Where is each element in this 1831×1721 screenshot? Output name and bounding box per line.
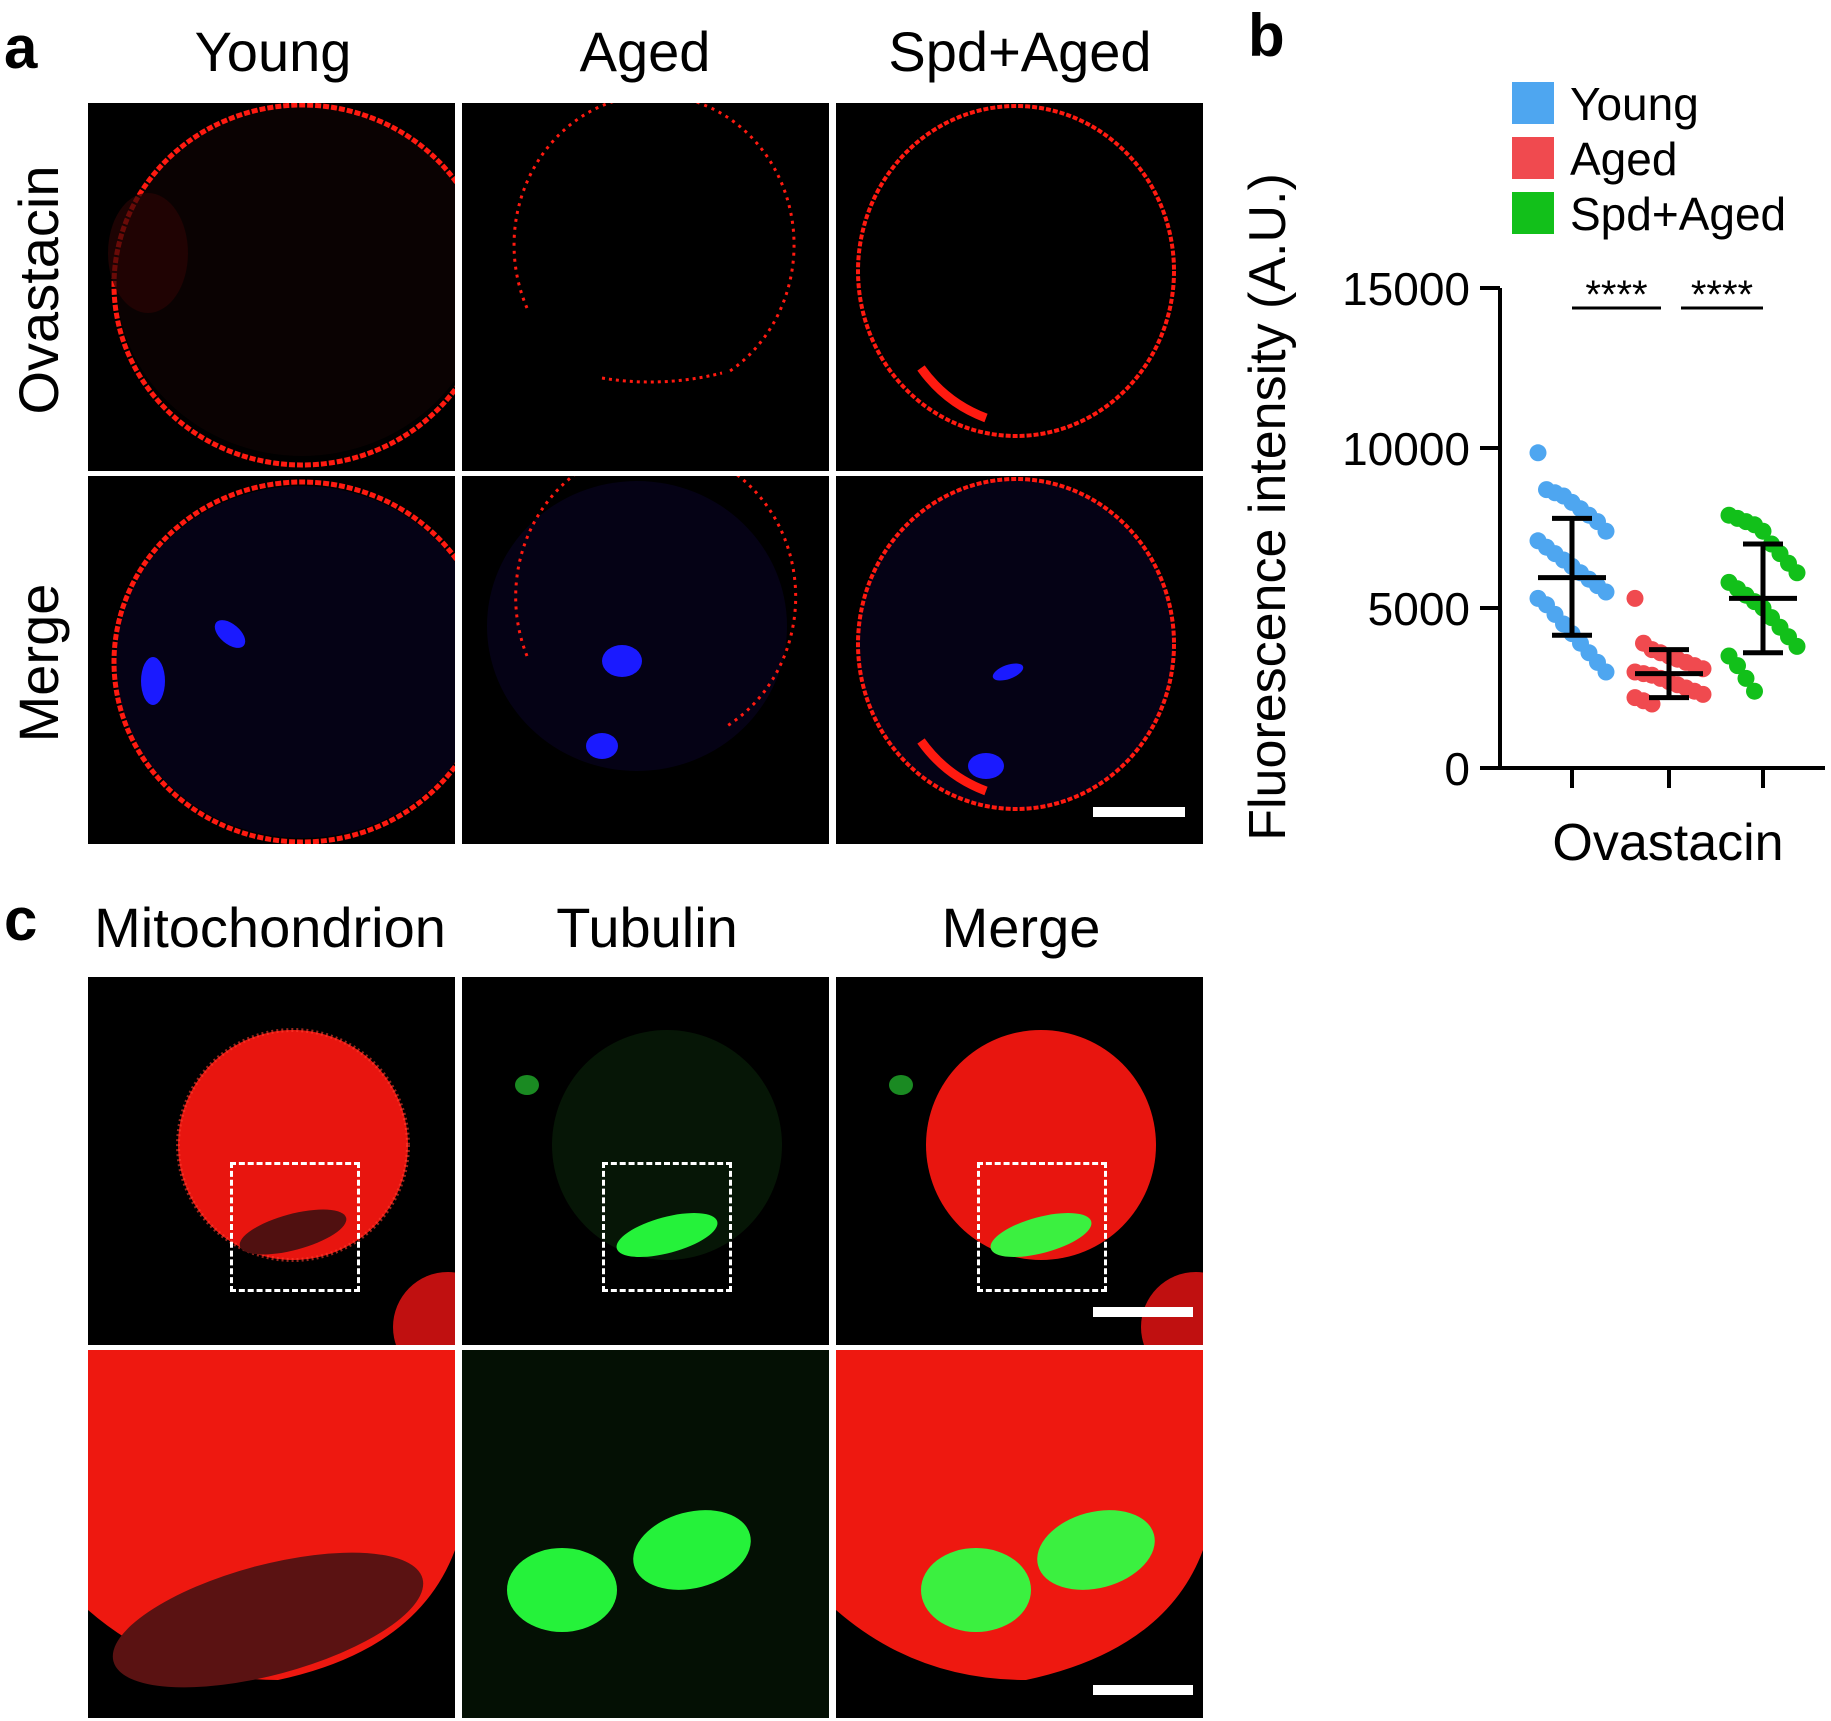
tubulin-zoom-graphic	[462, 1350, 829, 1718]
legend-label: Spd+Aged	[1570, 188, 1786, 240]
row-label-ovastacin: Ovastacin	[7, 165, 70, 415]
y-tick-label: 5000	[1368, 583, 1470, 635]
merge-overview-graphic	[889, 1030, 1203, 1345]
oocyte-aged-ovastacin	[512, 103, 796, 384]
image-merge-zoom	[836, 1350, 1203, 1718]
data-point	[1626, 589, 1644, 607]
y-axis-label: Fluorescence intensity (A.U.)	[1239, 173, 1297, 841]
image-mitochondrion-zoom	[88, 1350, 455, 1718]
image-aged-merge	[462, 476, 829, 844]
data-point	[1754, 522, 1772, 540]
data-point	[1729, 657, 1746, 675]
y-tick-label: 10000	[1342, 423, 1470, 475]
column-label-merge: Merge	[941, 896, 1101, 959]
y-tick-label: 15000	[1342, 263, 1470, 315]
data-point	[1597, 522, 1615, 540]
oocyte-spd-aged-merge	[856, 477, 1176, 811]
column-label-spd-aged: Spd+Aged	[888, 20, 1152, 83]
y-tick-label: 0	[1444, 743, 1470, 795]
image-spd-aged-ovastacin	[836, 103, 1203, 471]
crop-box	[977, 1162, 1107, 1292]
mitochondrion-overview-graphic	[176, 1028, 455, 1345]
significance-label: ****	[1691, 273, 1753, 317]
oocyte-young-merge	[111, 479, 455, 844]
column-label-tubulin: Tubulin	[556, 896, 738, 959]
image-mitochondrion-overview	[88, 977, 455, 1345]
oocyte-young-ovastacin	[108, 103, 455, 468]
image-young-merge	[88, 476, 455, 844]
data-point	[1694, 685, 1712, 703]
legend-swatch	[1512, 192, 1554, 234]
image-tubulin-overview	[462, 977, 829, 1345]
image-young-ovastacin	[88, 103, 455, 471]
column-label-mitochondrion: Mitochondrion	[94, 896, 446, 959]
chart-axes: 0 5000 10000 15000	[1342, 263, 1825, 795]
scale-bar-c-bottom	[1093, 1685, 1193, 1695]
panel-letter-b: b	[1248, 2, 1285, 69]
significance-label: ****	[1585, 273, 1647, 317]
oocyte-spd-aged-ovastacin	[856, 104, 1176, 438]
column-label-young: Young	[194, 20, 352, 83]
x-axis-label: Ovastacin	[1552, 814, 1783, 872]
panel-letter-a: a	[4, 14, 38, 81]
data-point	[1597, 583, 1615, 601]
data-point	[1597, 663, 1615, 681]
image-aged-ovastacin	[462, 103, 829, 471]
legend-swatch	[1512, 82, 1554, 124]
panel-letter-c: c	[4, 886, 38, 953]
oocyte-aged-merge	[487, 476, 798, 771]
legend-label: Aged	[1570, 133, 1677, 185]
scale-bar-a	[1093, 807, 1185, 817]
image-tubulin-zoom	[462, 1350, 829, 1718]
data-point	[1737, 669, 1755, 687]
data-point	[1788, 564, 1806, 582]
data-point	[1746, 682, 1763, 700]
column-label-aged: Aged	[579, 20, 711, 83]
error-bars	[1538, 515, 1797, 701]
merge-zoom-graphic	[836, 1350, 1203, 1718]
tubulin-overview-graphic	[515, 1030, 782, 1260]
data-points	[1529, 444, 1806, 713]
legend-label: Young	[1570, 78, 1699, 130]
crop-box	[230, 1162, 360, 1292]
row-label-merge: Merge	[7, 583, 70, 743]
legend-swatch	[1512, 137, 1554, 179]
data-point	[1529, 444, 1547, 462]
image-merge-overview	[836, 977, 1203, 1345]
data-point	[1788, 637, 1806, 655]
image-spd-aged-merge	[836, 476, 1203, 844]
mitochondrion-zoom-graphic	[88, 1350, 455, 1718]
significance-annotations: **** ****	[1572, 273, 1763, 317]
crop-box	[602, 1162, 732, 1292]
scale-bar-c-top	[1093, 1307, 1193, 1317]
